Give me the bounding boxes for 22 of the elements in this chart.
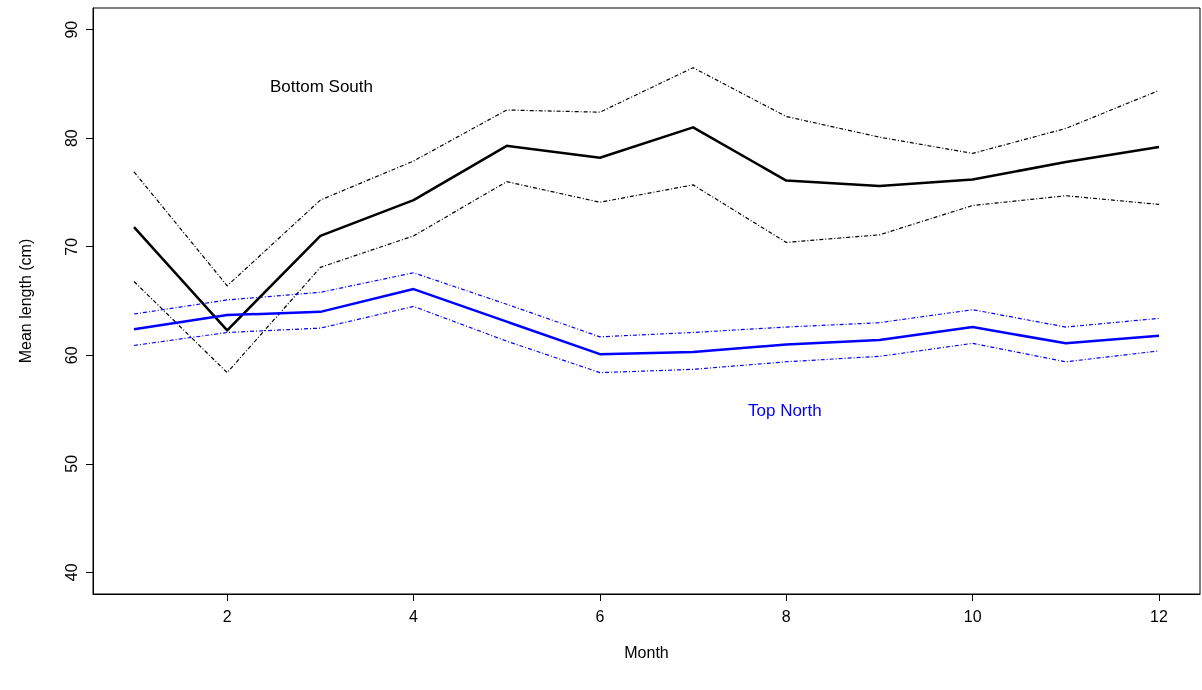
line-series — [132, 287, 1161, 356]
line-series — [132, 126, 1161, 332]
y-tick-label: 80 — [62, 129, 80, 148]
x-tick-label: 10 — [963, 607, 982, 625]
x-axis-title: Month — [624, 643, 669, 661]
text: Top North — [748, 401, 822, 420]
y-tick-label: 60 — [62, 346, 80, 365]
y-tick-label: 40 — [62, 563, 80, 582]
x-tick-label: 8 — [781, 607, 791, 625]
text: Bottom South — [270, 77, 374, 96]
line-series — [133, 67, 1160, 287]
y-axis-title: Mean length (cm) — [16, 238, 34, 364]
x-tick-label: 4 — [409, 607, 419, 625]
y-tick-label: 90 — [62, 20, 80, 39]
x-tick-label: 2 — [222, 607, 232, 625]
line-series — [133, 305, 1160, 374]
line-series — [133, 181, 1160, 374]
x-tick-label: 6 — [595, 607, 605, 625]
line-series — [133, 272, 1160, 338]
x-tick-label: 12 — [1150, 607, 1168, 625]
y-tick-label: 70 — [62, 237, 80, 256]
y-tick-label: 50 — [62, 454, 80, 473]
